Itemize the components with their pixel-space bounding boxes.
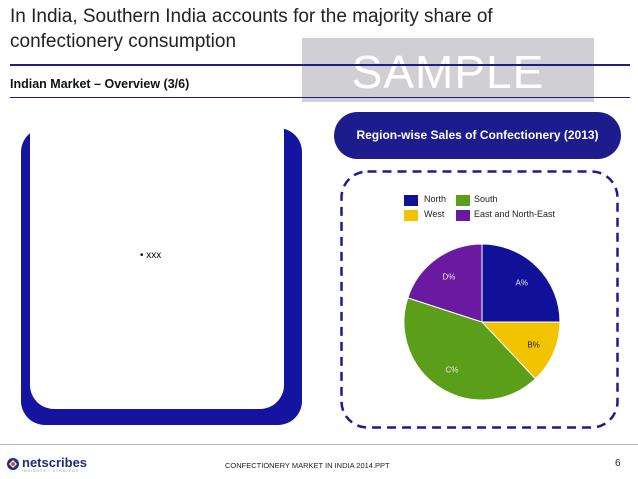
footer-document-name: CONFECTIONERY MARKET IN INDIA 2014.PPT xyxy=(225,461,390,470)
footer-divider xyxy=(0,444,638,445)
netscribes-logo-icon xyxy=(7,458,19,470)
subtitle-divider xyxy=(10,97,630,98)
pie-label-north: A% xyxy=(515,278,527,287)
pie-slice-east-and-north-east xyxy=(407,243,483,323)
chart-legend: North South West East and North-East xyxy=(404,194,594,228)
sample-watermark-box xyxy=(302,38,594,102)
pie-slice-north xyxy=(481,243,561,323)
slide-title: In India, Southern India accounts for th… xyxy=(10,6,493,52)
chart-heading-pill xyxy=(334,112,621,159)
pie-slice-west xyxy=(480,321,561,380)
legend-swatch-north xyxy=(404,195,418,206)
netscribes-logo-tagline: INSIGHTS · STRATEGY xyxy=(22,469,80,473)
pie-slice-south xyxy=(403,297,537,401)
chart-frame xyxy=(340,170,619,429)
left-panel-bullet: • xxx xyxy=(140,250,162,261)
left-text-panel xyxy=(30,107,284,409)
pie-chart: A% B% C% D% xyxy=(403,243,561,401)
legend-label-north: North xyxy=(424,194,447,204)
pie-label-south: C% xyxy=(445,365,458,374)
title-divider xyxy=(10,64,630,66)
legend-label-west: West xyxy=(424,209,445,219)
pie-label-east-and-north-east: D% xyxy=(443,273,456,282)
legend-swatch-west xyxy=(404,210,418,221)
chart-heading: Region-wise Sales of Confectionery (2013… xyxy=(356,128,599,142)
netscribes-logo-text: netscribes xyxy=(22,455,88,470)
legend-swatch-south xyxy=(456,195,470,206)
page-number: 6 xyxy=(615,458,621,469)
pie-label-west: B% xyxy=(527,340,539,349)
legend-label-east-north-east: East and North-East xyxy=(474,209,556,219)
section-subtitle: Indian Market – Overview (3/6) xyxy=(10,77,190,91)
legend-label-south: South xyxy=(474,194,498,204)
legend-swatch-east-north-east xyxy=(456,210,470,221)
sample-watermark: SAMPLE xyxy=(351,46,545,98)
